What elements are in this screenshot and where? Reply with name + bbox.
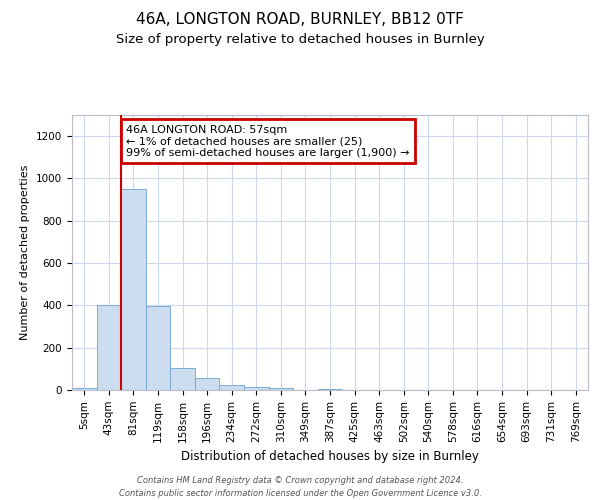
Bar bbox=[146, 306, 170, 390]
Bar bbox=[269, 388, 293, 390]
Text: 46A, LONGTON ROAD, BURNLEY, BB12 0TF: 46A, LONGTON ROAD, BURNLEY, BB12 0TF bbox=[136, 12, 464, 28]
Bar bbox=[220, 384, 244, 390]
Bar bbox=[244, 387, 269, 390]
Bar bbox=[97, 306, 121, 390]
Text: 46A LONGTON ROAD: 57sqm
← 1% of detached houses are smaller (25)
99% of semi-det: 46A LONGTON ROAD: 57sqm ← 1% of detached… bbox=[126, 124, 410, 158]
Bar bbox=[121, 189, 146, 390]
Y-axis label: Number of detached properties: Number of detached properties bbox=[20, 165, 31, 340]
X-axis label: Distribution of detached houses by size in Burnley: Distribution of detached houses by size … bbox=[181, 450, 479, 463]
Text: Size of property relative to detached houses in Burnley: Size of property relative to detached ho… bbox=[116, 32, 484, 46]
Bar bbox=[170, 368, 195, 390]
Bar bbox=[195, 378, 220, 390]
Bar bbox=[72, 388, 97, 390]
Bar bbox=[318, 389, 342, 390]
Text: Contains HM Land Registry data © Crown copyright and database right 2024.
Contai: Contains HM Land Registry data © Crown c… bbox=[119, 476, 481, 498]
